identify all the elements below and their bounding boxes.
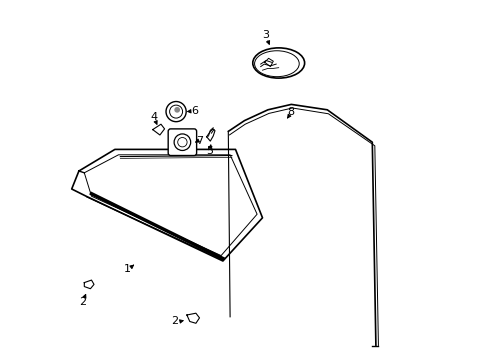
Circle shape bbox=[174, 107, 180, 113]
Text: 6: 6 bbox=[191, 106, 198, 116]
Text: 2: 2 bbox=[170, 316, 178, 327]
Text: 4: 4 bbox=[150, 112, 157, 122]
Text: 5: 5 bbox=[205, 146, 213, 156]
Ellipse shape bbox=[254, 51, 299, 77]
Polygon shape bbox=[152, 124, 164, 135]
Ellipse shape bbox=[252, 48, 304, 78]
Text: 7: 7 bbox=[196, 136, 203, 147]
Text: 3: 3 bbox=[262, 30, 268, 40]
FancyBboxPatch shape bbox=[168, 129, 196, 156]
Text: 2: 2 bbox=[79, 297, 86, 307]
Polygon shape bbox=[186, 313, 199, 323]
Polygon shape bbox=[206, 129, 215, 141]
Polygon shape bbox=[84, 280, 94, 289]
Text: 8: 8 bbox=[287, 107, 294, 117]
Text: 1: 1 bbox=[124, 264, 131, 274]
